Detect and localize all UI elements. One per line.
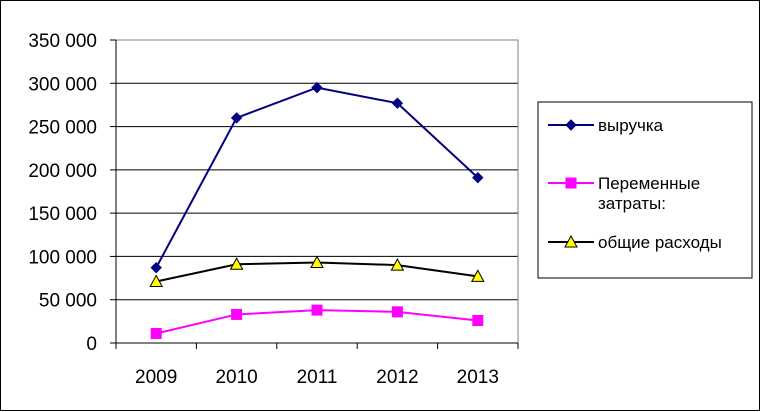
data-point [390, 258, 405, 271]
data-point [472, 171, 484, 184]
y-tick-label: 50 000 [39, 291, 97, 312]
legend-label: Переменные [598, 174, 700, 193]
legend-marker [565, 177, 577, 189]
y-axis: 0 50 000 100 000 150 000 200 000 250 000 300 0… [28, 31, 117, 355]
data-point [472, 314, 484, 326]
legend-marker [565, 119, 577, 131]
legend-label: общие расходы [598, 233, 722, 252]
data-point [149, 274, 164, 288]
series-1 [150, 81, 484, 274]
data-point [230, 112, 243, 124]
series-3 [149, 255, 485, 288]
x-tick-label: 2010 [215, 367, 257, 388]
data-point [311, 304, 323, 316]
data-point [391, 306, 403, 318]
data-point [391, 97, 404, 109]
series-group [149, 81, 485, 339]
y-tick-label: 350 000 [28, 31, 97, 52]
data-point [470, 269, 485, 282]
x-tick-label: 2012 [376, 367, 418, 388]
y-tick-label: 200 000 [28, 161, 97, 182]
y-tick-label: 0 [86, 334, 97, 355]
legend-marker [564, 234, 578, 248]
legend-item-1: выручка [548, 116, 664, 135]
data-point [311, 81, 323, 94]
x-tick-label: 2009 [135, 367, 177, 388]
y-tick-label: 300 000 [28, 74, 97, 95]
legend-item-3: общие расходы [548, 233, 722, 252]
data-point [150, 327, 162, 339]
data-point [150, 261, 162, 274]
legend-box [537, 101, 753, 279]
data-point [229, 257, 244, 270]
y-tick-label: 250 000 [28, 118, 97, 139]
x-axis: 2009 2010 2011 2012 2013 [115, 342, 519, 388]
data-point [231, 308, 243, 320]
legend-label: выручка [598, 116, 664, 135]
y-tick-label: 100 000 [28, 247, 97, 268]
x-tick-label: 2013 [457, 367, 499, 388]
y-tick-label: 150 000 [28, 204, 97, 225]
legend-label: затраты: [598, 194, 666, 213]
x-tick-label: 2011 [297, 367, 338, 388]
data-point [310, 255, 324, 268]
series-2 [150, 304, 484, 339]
